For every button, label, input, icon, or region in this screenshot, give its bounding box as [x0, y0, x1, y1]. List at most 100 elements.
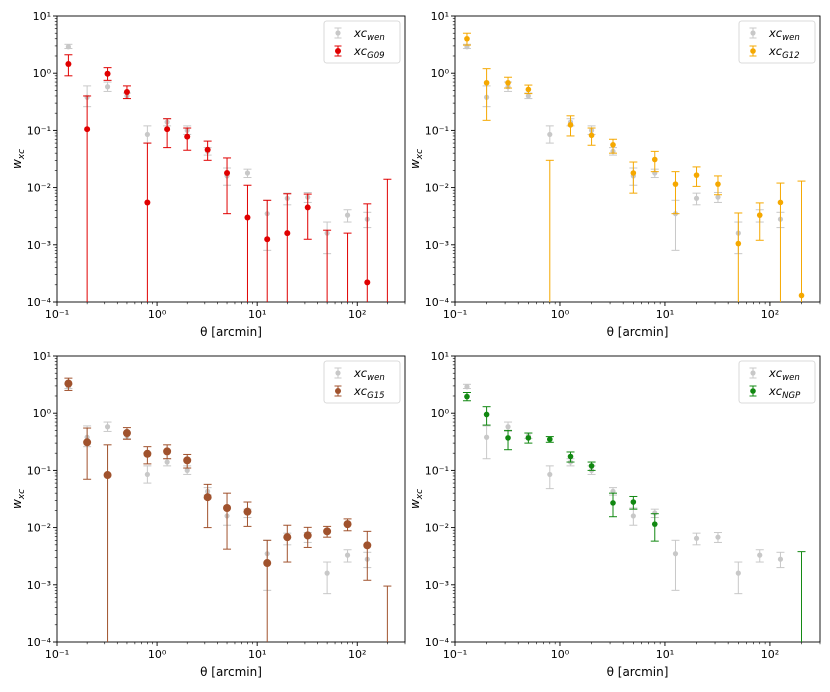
y-tick-label: 10⁻³	[425, 239, 449, 252]
y-tick-label: 10⁰	[33, 407, 52, 420]
legend-label-main: xc	[768, 44, 783, 58]
legend-marker-dot	[750, 30, 756, 36]
y-tick-label: 10⁻²	[425, 522, 449, 535]
data-point	[123, 88, 130, 95]
data-point	[364, 279, 371, 286]
data-point	[630, 513, 636, 519]
data-point	[163, 447, 172, 456]
data-point	[184, 133, 191, 140]
x-axis-label: θ [arcmin]	[200, 325, 262, 339]
data-point	[505, 79, 511, 86]
legend-label-sub: wen	[782, 373, 800, 383]
legend-label-sub: wen	[367, 33, 385, 43]
data-point	[103, 471, 112, 480]
data-point	[344, 552, 351, 558]
data-point	[65, 60, 72, 67]
data-point	[244, 214, 251, 221]
y-axis-label-sub: xc	[415, 489, 425, 500]
legend-label: xcG15	[353, 384, 385, 401]
plot-frame	[56, 355, 406, 643]
x-tick-label: 10²	[761, 308, 779, 321]
x-tick-label: 10¹	[248, 648, 266, 661]
data-point	[483, 411, 490, 418]
data-point	[567, 453, 574, 460]
x-tick-label: 10⁻¹	[45, 308, 69, 321]
data-point	[735, 570, 741, 576]
data-point	[144, 131, 150, 138]
data-point	[651, 156, 658, 163]
data-point	[464, 393, 470, 400]
legend-label-sub: wen	[367, 373, 385, 383]
y-tick-label: 10⁻¹	[425, 124, 449, 137]
data-point	[83, 438, 92, 447]
data-point	[757, 552, 763, 558]
series-G15	[64, 377, 392, 642]
y-tick-label: 10⁻⁴	[425, 636, 450, 649]
data-point	[343, 520, 352, 529]
data-point	[483, 79, 490, 86]
panel-bottom-left: 10⁻¹ 10⁰ 10¹ 10² 10⁻⁴ 10⁻³ 10⁻² 10⁻¹ 10⁰ 10¹ θ [ar…	[10, 350, 406, 679]
plot-frame	[454, 15, 821, 303]
legend-label-sub: wen	[782, 33, 800, 43]
data-point	[264, 236, 271, 243]
data-point	[104, 84, 111, 90]
data-point	[304, 204, 311, 211]
data-point	[756, 212, 763, 218]
data-point	[798, 292, 805, 299]
x-tick-label: 10¹	[248, 308, 266, 321]
x-tick-label: 10²	[348, 308, 366, 321]
y-axis-label: wxc	[408, 149, 425, 169]
y-tick-label: 10⁻³	[425, 579, 449, 592]
y-tick-label: 10⁰	[431, 407, 450, 420]
panel-top-right: 10⁻¹ 10⁰ 10¹ 10² 10⁻⁴ 10⁻³ 10⁻² 10⁻¹ 10⁰ 10¹ θ [ar…	[408, 10, 821, 339]
x-tick-label: 10⁰	[148, 648, 167, 661]
data-point	[323, 527, 332, 536]
data-point	[464, 35, 470, 42]
data-point	[283, 533, 292, 542]
data-point	[672, 181, 679, 187]
legend-label-main: xc	[353, 26, 368, 40]
y-axis-label-main: w	[408, 499, 422, 509]
data-point	[344, 212, 351, 218]
data-point	[164, 126, 171, 133]
y-tick-label: 10⁻⁴	[27, 296, 52, 309]
y-tick-label: 10⁻³	[27, 239, 51, 252]
data-point	[525, 435, 532, 441]
y-axis-label-main: w	[10, 159, 24, 169]
data-point	[693, 195, 700, 201]
data-point	[104, 424, 111, 430]
x-axis-label: θ [arcmin]	[200, 665, 262, 679]
legend-label-main: xc	[353, 44, 368, 58]
legend-label-main: xc	[768, 384, 783, 398]
series-wen	[64, 43, 372, 255]
x-tick-label: 10⁻¹	[443, 648, 467, 661]
series-wen	[462, 43, 785, 255]
y-tick-label: 10⁻¹	[27, 124, 51, 137]
data-point	[546, 436, 553, 443]
data-point	[777, 199, 784, 206]
data-point	[525, 86, 532, 93]
x-tick-label: 10¹	[656, 308, 674, 321]
data-point	[610, 500, 616, 506]
data-point	[505, 435, 511, 441]
legend-label-sub: G15	[367, 391, 384, 401]
series-G12	[462, 32, 806, 302]
legend-box	[738, 20, 816, 64]
y-tick-label: 10¹	[431, 10, 449, 23]
data-point	[715, 534, 721, 540]
data-point	[483, 434, 490, 440]
data-point	[672, 551, 679, 557]
data-point	[183, 456, 192, 465]
plot-frame	[56, 15, 406, 303]
data-point	[64, 379, 73, 388]
y-tick-label: 10⁻⁴	[27, 636, 52, 649]
panel-bottom-right: 10⁻¹ 10⁰ 10¹ 10² 10⁻⁴ 10⁻³ 10⁻² 10⁻¹ 10⁰ 10¹ θ [ar…	[408, 350, 821, 679]
legend-label: xcwen	[353, 366, 385, 383]
legend-box	[323, 20, 401, 64]
y-axis-label-sub: xc	[17, 489, 27, 500]
data-point	[588, 463, 595, 469]
y-tick-label: 10⁰	[33, 67, 52, 80]
